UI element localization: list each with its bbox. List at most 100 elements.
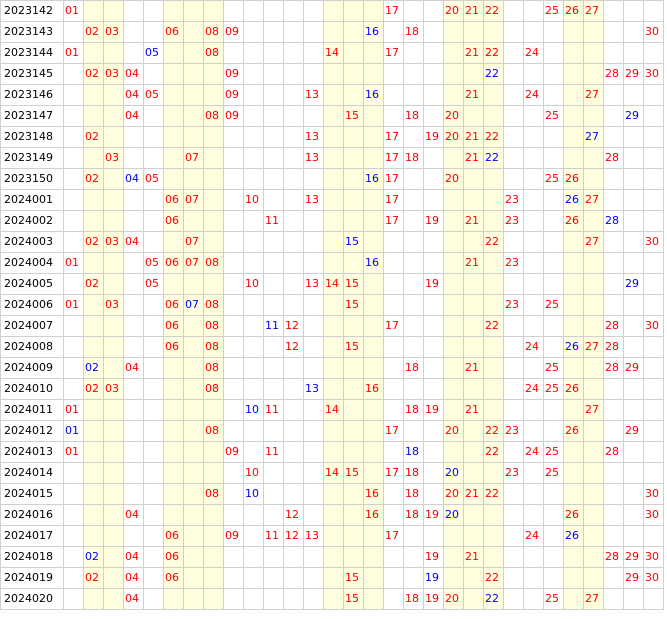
- draw-row: 2024001 06 07 10 13 17 23 26 27: [0, 189, 664, 211]
- empty-cell: [183, 399, 204, 421]
- empty-cell: [123, 21, 144, 43]
- empty-cell: [523, 0, 544, 22]
- empty-cell: [83, 210, 104, 232]
- blue-number-cell: 11: [263, 315, 284, 337]
- red-number-cell: 25: [543, 357, 564, 379]
- empty-cell: [203, 504, 224, 526]
- empty-cell: [623, 462, 644, 484]
- empty-cell: [603, 567, 624, 589]
- empty-cell: [523, 189, 544, 211]
- empty-cell: [323, 0, 344, 22]
- empty-cell: [323, 210, 344, 232]
- empty-cell: [643, 189, 664, 211]
- red-number-cell: 08: [203, 357, 224, 379]
- empty-cell: [143, 294, 164, 316]
- empty-cell: [463, 567, 484, 589]
- empty-cell: [383, 84, 404, 106]
- empty-cell: [243, 378, 264, 400]
- empty-cell: [243, 0, 264, 22]
- empty-cell: [223, 483, 244, 505]
- red-number-cell: 09: [223, 441, 244, 463]
- red-number-cell: 26: [563, 504, 584, 526]
- empty-cell: [443, 189, 464, 211]
- empty-cell: [403, 378, 424, 400]
- red-number-cell: 08: [203, 420, 224, 442]
- empty-cell: [283, 273, 304, 295]
- empty-cell: [563, 21, 584, 43]
- empty-cell: [143, 336, 164, 358]
- empty-cell: [603, 189, 624, 211]
- empty-cell: [83, 441, 104, 463]
- empty-cell: [603, 21, 624, 43]
- empty-cell: [163, 504, 184, 526]
- empty-cell: [283, 231, 304, 253]
- empty-cell: [563, 84, 584, 106]
- red-number-cell: 03: [103, 21, 124, 43]
- empty-cell: [143, 189, 164, 211]
- empty-cell: [463, 525, 484, 547]
- empty-cell: [423, 147, 444, 169]
- empty-cell: [63, 84, 84, 106]
- empty-cell: [443, 273, 464, 295]
- empty-cell: [583, 63, 604, 85]
- empty-cell: [183, 588, 204, 610]
- empty-cell: [463, 294, 484, 316]
- empty-cell: [183, 504, 204, 526]
- empty-cell: [343, 378, 364, 400]
- empty-cell: [563, 567, 584, 589]
- empty-cell: [123, 147, 144, 169]
- red-number-cell: 01: [63, 399, 84, 421]
- empty-cell: [623, 210, 644, 232]
- empty-cell: [63, 588, 84, 610]
- empty-cell: [503, 0, 524, 22]
- empty-cell: [643, 357, 664, 379]
- empty-cell: [183, 273, 204, 295]
- empty-cell: [343, 0, 364, 22]
- empty-cell: [143, 441, 164, 463]
- red-number-cell: 02: [83, 168, 104, 190]
- empty-cell: [603, 231, 624, 253]
- red-number-cell: 06: [163, 546, 184, 568]
- red-number-cell: 23: [503, 189, 524, 211]
- empty-cell: [203, 231, 224, 253]
- empty-cell: [303, 105, 324, 127]
- empty-cell: [483, 168, 504, 190]
- empty-cell: [563, 483, 584, 505]
- empty-cell: [383, 231, 404, 253]
- empty-cell: [83, 399, 104, 421]
- empty-cell: [303, 0, 324, 22]
- empty-cell: [283, 483, 304, 505]
- empty-cell: [383, 252, 404, 274]
- draw-row: 2024009 02 04 08 18 21 25 28 29: [0, 357, 664, 379]
- empty-cell: [383, 567, 404, 589]
- empty-cell: [423, 63, 444, 85]
- empty-cell: [563, 63, 584, 85]
- red-number-cell: 17: [383, 315, 404, 337]
- empty-cell: [143, 462, 164, 484]
- empty-cell: [643, 105, 664, 127]
- empty-cell: [323, 483, 344, 505]
- empty-cell: [83, 42, 104, 64]
- empty-cell: [263, 357, 284, 379]
- empty-cell: [283, 42, 304, 64]
- red-number-cell: 17: [383, 42, 404, 64]
- red-number-cell: 13: [303, 525, 324, 547]
- red-number-cell: 25: [543, 105, 564, 127]
- empty-cell: [583, 525, 604, 547]
- empty-cell: [303, 420, 324, 442]
- empty-cell: [643, 273, 664, 295]
- empty-cell: [443, 252, 464, 274]
- red-number-cell: 13: [303, 273, 324, 295]
- empty-cell: [303, 483, 324, 505]
- red-number-cell: 27: [583, 336, 604, 358]
- draw-row: 2023147 04 08 09 15 18 20 25 29: [0, 105, 664, 127]
- red-number-cell: 08: [203, 336, 224, 358]
- red-number-cell: 30: [643, 315, 664, 337]
- empty-cell: [223, 357, 244, 379]
- empty-cell: [63, 525, 84, 547]
- issue-number: 2023149: [0, 147, 64, 169]
- empty-cell: [223, 273, 244, 295]
- empty-cell: [343, 147, 364, 169]
- empty-cell: [63, 378, 84, 400]
- empty-cell: [303, 315, 324, 337]
